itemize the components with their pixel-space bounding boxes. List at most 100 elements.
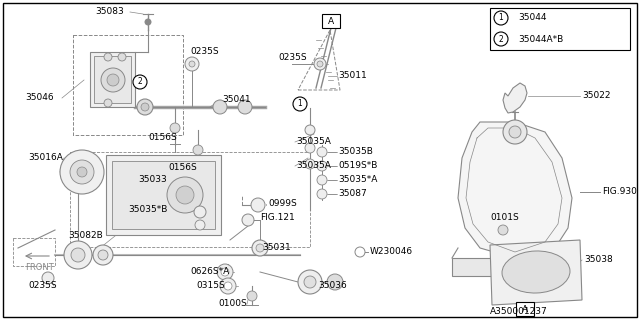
Bar: [112, 161, 215, 229]
Bar: [13, 238, 55, 266]
Bar: [94, 56, 131, 103]
Text: 35041: 35041: [222, 95, 251, 105]
Text: 0235S: 0235S: [28, 282, 56, 291]
Text: 35036: 35036: [318, 282, 347, 291]
Text: 1: 1: [499, 13, 504, 22]
Circle shape: [317, 175, 327, 185]
Circle shape: [104, 99, 112, 107]
Text: 0100S: 0100S: [218, 300, 247, 308]
Circle shape: [189, 61, 195, 67]
Circle shape: [238, 100, 252, 114]
Circle shape: [195, 220, 205, 230]
Polygon shape: [503, 83, 527, 113]
Circle shape: [509, 126, 521, 138]
Text: 35011: 35011: [338, 71, 367, 81]
Text: FIG.930: FIG.930: [602, 188, 637, 196]
Bar: [90, 52, 135, 107]
Circle shape: [251, 198, 265, 212]
Text: 35022: 35022: [582, 92, 611, 100]
Bar: [452, 258, 578, 276]
Circle shape: [317, 189, 327, 199]
Text: 35046: 35046: [25, 93, 54, 102]
Circle shape: [137, 99, 153, 115]
Circle shape: [293, 97, 307, 111]
Bar: [106, 155, 221, 235]
Circle shape: [71, 248, 85, 262]
Text: A: A: [328, 17, 334, 26]
Circle shape: [220, 278, 236, 294]
Circle shape: [145, 19, 151, 25]
Bar: [516, 302, 534, 316]
Circle shape: [213, 100, 227, 114]
Circle shape: [247, 291, 257, 301]
Circle shape: [64, 241, 92, 269]
Circle shape: [93, 245, 113, 265]
Circle shape: [314, 58, 326, 70]
Circle shape: [194, 206, 206, 218]
Bar: [70, 152, 310, 247]
Text: 2: 2: [138, 77, 142, 86]
Circle shape: [494, 32, 508, 46]
Circle shape: [355, 247, 365, 257]
Circle shape: [167, 177, 203, 213]
Text: 35044: 35044: [518, 13, 547, 22]
Text: A: A: [522, 305, 528, 314]
Circle shape: [498, 225, 508, 235]
Text: 0519S*B: 0519S*B: [338, 162, 378, 171]
Circle shape: [317, 147, 327, 157]
Circle shape: [42, 272, 54, 284]
Circle shape: [101, 68, 125, 92]
Circle shape: [185, 57, 199, 71]
Circle shape: [494, 11, 508, 25]
Text: 35038: 35038: [584, 255, 612, 265]
Text: 1: 1: [298, 100, 302, 108]
Text: W230046: W230046: [370, 247, 413, 257]
Circle shape: [317, 161, 327, 171]
Text: 35016A: 35016A: [28, 154, 63, 163]
Text: 35087: 35087: [338, 189, 367, 198]
Circle shape: [305, 125, 315, 135]
Text: A350001237: A350001237: [490, 308, 548, 316]
Bar: [490, 8, 630, 50]
Circle shape: [176, 186, 194, 204]
Text: 35031: 35031: [262, 244, 291, 252]
Circle shape: [298, 270, 322, 294]
Circle shape: [170, 123, 180, 133]
Text: 35044A*B: 35044A*B: [518, 35, 563, 44]
Bar: [73, 35, 183, 135]
Circle shape: [193, 145, 203, 155]
Circle shape: [107, 74, 119, 86]
Circle shape: [256, 244, 264, 252]
Text: 0156S: 0156S: [168, 164, 196, 172]
Text: 35082B: 35082B: [68, 231, 103, 241]
Circle shape: [327, 274, 343, 290]
Circle shape: [252, 240, 268, 256]
Circle shape: [305, 159, 315, 169]
Circle shape: [503, 120, 527, 144]
Polygon shape: [490, 240, 582, 305]
Text: 35035A: 35035A: [296, 138, 331, 147]
Text: 35035B: 35035B: [338, 148, 373, 156]
Circle shape: [98, 250, 108, 260]
Text: 35035*B: 35035*B: [128, 205, 168, 214]
Text: 0315S: 0315S: [196, 282, 225, 291]
Circle shape: [217, 264, 233, 280]
Text: 35035A: 35035A: [296, 162, 331, 171]
Circle shape: [305, 143, 315, 153]
Circle shape: [224, 282, 232, 290]
Text: 35035*A: 35035*A: [338, 175, 378, 185]
Circle shape: [242, 214, 254, 226]
Text: 0999S: 0999S: [268, 199, 297, 209]
Text: 0235S: 0235S: [278, 53, 307, 62]
Text: 2: 2: [499, 35, 504, 44]
Text: 35033: 35033: [138, 175, 167, 185]
Text: 0235S: 0235S: [190, 47, 219, 57]
Text: FIG.121: FIG.121: [260, 213, 295, 222]
Bar: [322, 14, 340, 28]
Text: 0156S: 0156S: [148, 133, 177, 142]
Ellipse shape: [502, 251, 570, 293]
Circle shape: [141, 103, 149, 111]
Circle shape: [104, 53, 112, 61]
Circle shape: [118, 53, 126, 61]
Circle shape: [77, 167, 87, 177]
